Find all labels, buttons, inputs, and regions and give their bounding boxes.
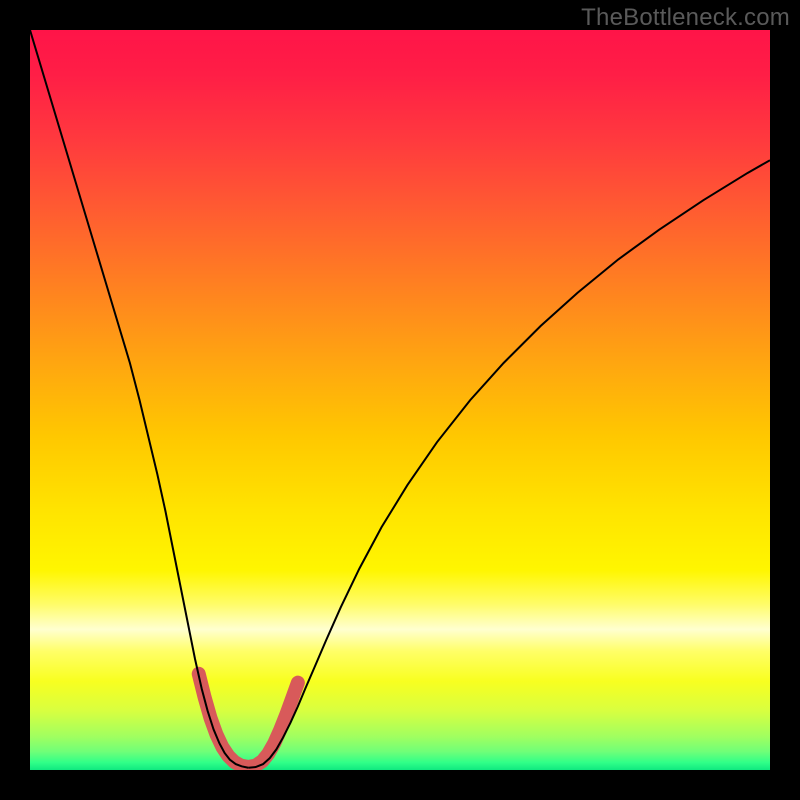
gradient-rect: [30, 30, 770, 770]
chart-background: [30, 30, 770, 770]
watermark-text: TheBottleneck.com: [581, 4, 790, 32]
